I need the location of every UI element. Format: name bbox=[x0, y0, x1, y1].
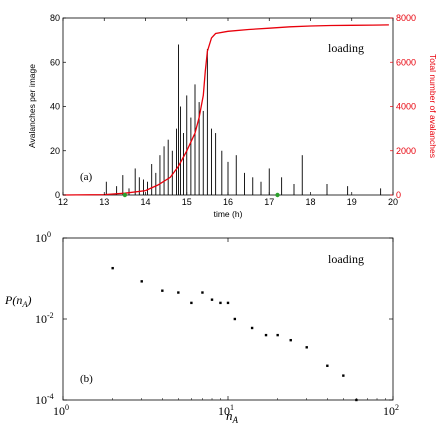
panel-b-y-label-sub: A bbox=[21, 299, 28, 309]
y-tick-label: 80 bbox=[50, 13, 60, 23]
y2-tick-label: 2000 bbox=[396, 146, 416, 156]
x-tick-label: 16 bbox=[223, 197, 233, 207]
y-tick-exp: 0 bbox=[47, 230, 51, 239]
panel-a-x-label: time (h) bbox=[214, 209, 243, 219]
panel-a-y2-label: Total number of avalanches bbox=[428, 54, 437, 158]
cumulative-line bbox=[62, 24, 389, 196]
panel-b-points bbox=[111, 266, 358, 402]
panel-a-markers bbox=[122, 192, 280, 198]
y-tick-exp: -2 bbox=[47, 311, 54, 320]
x-tick-label: 15 bbox=[182, 197, 192, 207]
data-point bbox=[226, 301, 230, 305]
panel-b-x-label: nA bbox=[226, 408, 239, 425]
y-tick-label: 10-4 bbox=[35, 392, 54, 407]
y-tick-exp: -4 bbox=[47, 392, 54, 401]
panel-b-x-ticks: 100 101 102 bbox=[53, 238, 399, 418]
x-tick-label: 100 bbox=[53, 403, 69, 418]
panel-b-annotation: loading bbox=[328, 252, 364, 266]
y2-tick-label: 8000 bbox=[396, 13, 416, 23]
data-point bbox=[190, 301, 193, 305]
x-tick-label: 12 bbox=[58, 197, 68, 207]
data-point bbox=[219, 301, 222, 305]
x-tick-exp: 0 bbox=[65, 403, 69, 412]
x-tick-base: 10 bbox=[383, 404, 395, 418]
data-point bbox=[140, 280, 143, 283]
x-tick-label: 13 bbox=[99, 197, 109, 207]
panel-a-label: (a) bbox=[80, 171, 93, 183]
x-tick-label: 102 bbox=[383, 403, 399, 418]
y2-tick-label: 4000 bbox=[396, 102, 416, 112]
panel-b-y-label-suffix: ) bbox=[27, 293, 32, 307]
y-tick-label: 100 bbox=[35, 230, 51, 245]
x-tick-base: 10 bbox=[53, 404, 65, 418]
data-point bbox=[210, 298, 214, 301]
x-tick-label: 18 bbox=[305, 197, 315, 207]
y-tick-label: 0 bbox=[55, 190, 60, 200]
panel-a-x-ticks: 12 13 14 15 16 17 18 19 20 bbox=[58, 18, 398, 207]
data-point bbox=[161, 289, 164, 292]
y-tick-base: 10 bbox=[35, 231, 47, 245]
marker-point bbox=[275, 192, 280, 198]
x-tick-base: 10 bbox=[218, 404, 230, 418]
y-tick-label: 20 bbox=[50, 146, 60, 156]
data-point bbox=[111, 266, 114, 270]
panel-a-y-label: Avalanches per image bbox=[27, 64, 37, 148]
x-tick-label: 19 bbox=[347, 197, 357, 207]
x-tick-label: 14 bbox=[140, 197, 150, 207]
y-tick-label: 60 bbox=[50, 57, 60, 67]
panel-b-x-label-sub: A bbox=[232, 415, 239, 425]
panel-a-bars bbox=[105, 44, 382, 195]
y-tick-label: 10-2 bbox=[35, 311, 54, 326]
x-tick-exp: 1 bbox=[230, 403, 234, 412]
panel-b-y-label-prefix: P(n bbox=[4, 293, 22, 307]
data-point bbox=[289, 338, 292, 342]
data-point bbox=[342, 374, 345, 377]
data-point bbox=[201, 291, 204, 294]
data-point bbox=[264, 333, 268, 337]
x-tick-label: 17 bbox=[264, 197, 274, 207]
y-tick-base: 10 bbox=[35, 312, 47, 326]
marker-point bbox=[122, 192, 128, 198]
y-tick-base: 10 bbox=[35, 393, 47, 407]
data-point bbox=[326, 364, 329, 367]
panel-a-y2-ticks: 0 2000 4000 6000 8000 bbox=[390, 13, 416, 200]
x-tick-label: 20 bbox=[388, 197, 398, 207]
panel-a-y-ticks: 0 20 40 60 80 bbox=[50, 13, 66, 200]
y-tick-label: 40 bbox=[50, 102, 60, 112]
data-point bbox=[177, 291, 180, 294]
y2-tick-label: 6000 bbox=[396, 57, 416, 67]
panel-b-label: (b) bbox=[80, 373, 93, 385]
x-tick-label: 101 bbox=[218, 403, 234, 418]
x-tick-exp: 2 bbox=[395, 403, 399, 412]
panel-b-x-label-main: n bbox=[226, 408, 233, 423]
y2-tick-label: 0 bbox=[396, 190, 401, 200]
data-point bbox=[276, 333, 279, 337]
data-point bbox=[305, 346, 308, 349]
data-point bbox=[233, 317, 237, 321]
panel-a-annotation: loading bbox=[328, 41, 364, 55]
panel-b-y-label: P(nA) bbox=[4, 293, 32, 309]
data-point bbox=[250, 326, 254, 330]
